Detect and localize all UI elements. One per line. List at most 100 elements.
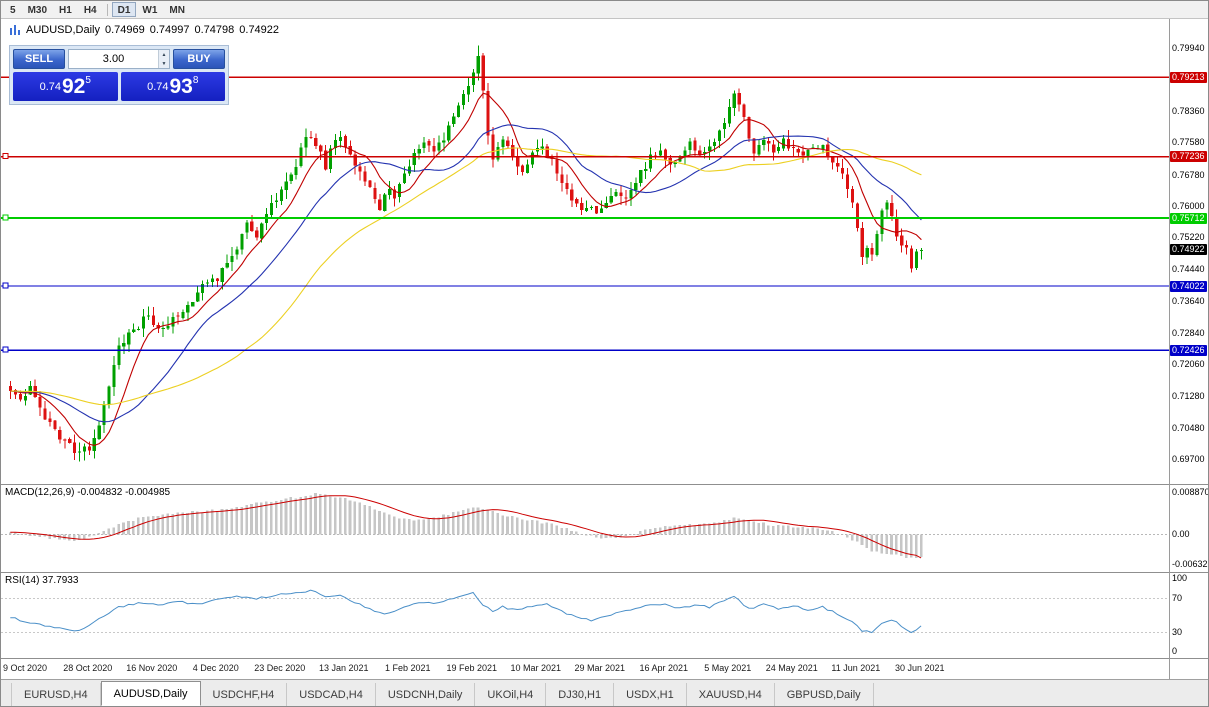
timeframe-button-m30[interactable]: M30 [27, 5, 48, 16]
date-label: 24 May 2021 [765, 663, 818, 673]
timeframe-button-mn[interactable]: MN [169, 5, 185, 16]
sell-price-display[interactable]: 0.74 92 5 [13, 72, 118, 101]
chart-tab-xauusd-h4[interactable]: XAUUSD,H4 [687, 683, 775, 706]
candles [9, 45, 923, 462]
price-chart-panel: AUDUSD,Daily 0.74969 0.74997 0.74798 0.7… [1, 19, 1208, 485]
price-tick: 0.79940 [1172, 42, 1205, 53]
macd-plot[interactable] [1, 485, 1169, 572]
chart-tab-usdchf-h4[interactable]: USDCHF,H4 [201, 683, 288, 706]
timeframe-button-w1[interactable]: W1 [142, 5, 158, 16]
ohlc-low: 0.74798 [194, 24, 235, 36]
chart-tab-gbpusd-daily[interactable]: GBPUSD,Daily [775, 683, 874, 706]
macd-histogram [9, 493, 923, 559]
price-level-chip: 0.72426 [1170, 344, 1207, 356]
date-label: 16 Apr 2021 [639, 663, 689, 673]
moving-averages [10, 92, 922, 446]
date-label: 13 Jan 2021 [319, 663, 369, 673]
chart-tab-audusd-daily[interactable]: AUDUSD,Daily [100, 681, 201, 706]
date-label: 16 Nov 2020 [126, 663, 178, 673]
date-label: 9 Oct 2020 [3, 663, 48, 673]
date-label: 23 Dec 2020 [254, 663, 306, 673]
buy-price-display[interactable]: 0.74 93 8 [120, 72, 225, 101]
price-tick: 0.78360 [1172, 106, 1205, 116]
macd-panel: MACD(12,26,9) -0.004832 -0.004985 0.0088… [1, 485, 1208, 573]
price-tick: 0.72840 [1172, 328, 1205, 339]
sell-price-pips: 92 [62, 75, 86, 98]
timeframe-button-h1[interactable]: H1 [59, 5, 72, 16]
price-tick: 0.69700 [1172, 454, 1205, 465]
chart-tab-eurusd-h4[interactable]: EURUSD,H4 [11, 683, 101, 706]
chart-tab-dj30-h1[interactable]: DJ30,H1 [546, 683, 615, 706]
lot-size-input[interactable] [69, 50, 158, 68]
chart-tab-bar: EURUSD,H4 AUDUSD,Daily USDCHF,H4 USDCAD,H4 U… [1, 679, 1208, 706]
ohlc-open: 0.74969 [104, 24, 145, 36]
rsi-tick: 0 [1172, 646, 1178, 656]
timeframe-button-5[interactable]: 5 [10, 5, 16, 16]
rsi-level-lines [1, 598, 1169, 633]
date-label: 4 Dec 2020 [192, 663, 239, 673]
rsi-tick: 30 [1172, 627, 1183, 637]
chart-ohlc-header: AUDUSD,Daily 0.74969 0.74997 0.74798 0.7… [9, 24, 279, 36]
price-level-chip: 0.74022 [1170, 280, 1207, 292]
price-tick: 0.76000 [1172, 200, 1205, 211]
current-price-chip: 0.74922 [1170, 244, 1207, 256]
toolbar-separator [106, 3, 108, 16]
price-tick: 0.75220 [1172, 232, 1205, 243]
sell-price-base: 0.74 [39, 80, 61, 93]
price-tick: 0.74440 [1172, 263, 1205, 274]
rsi-line [10, 589, 922, 634]
chart-tab-usdcnh-daily[interactable]: USDCNH,Daily [376, 683, 476, 706]
buy-price-base: 0.74 [147, 80, 169, 93]
date-label: 28 Oct 2020 [63, 663, 113, 673]
date-label: 5 May 2021 [704, 663, 752, 673]
chart-tab-usdcad-h4[interactable]: USDCAD,H4 [287, 683, 376, 706]
date-label: 11 Jun 2021 [831, 663, 881, 673]
price-tick: 0.76780 [1172, 169, 1205, 180]
timeframe-button-d1[interactable]: D1 [111, 2, 137, 17]
ohlc-close: 0.74922 [239, 24, 280, 36]
price-tick: 0.77580 [1172, 137, 1205, 148]
chart-tab-usdx-h1[interactable]: USDX,H1 [614, 683, 687, 706]
rsi-label: RSI(14) 37.7933 [5, 575, 79, 586]
rsi-plot[interactable] [1, 573, 1169, 658]
price-level-chip: 0.79213 [1170, 71, 1207, 83]
sell-price-pipette: 5 [85, 75, 91, 86]
lot-increment-button[interactable]: ▲ [159, 50, 169, 59]
chart-icon [10, 25, 20, 35]
price-tick: 0.71280 [1172, 390, 1205, 401]
rsi-panel: RSI(14) 37.7933 100 70 30 0 [1, 573, 1208, 659]
buy-price-pipette: 8 [192, 75, 199, 86]
chart-tab-ukoil-h4[interactable]: UKOil,H4 [475, 683, 547, 706]
lot-spinners: ▲ ▼ [158, 50, 169, 68]
lot-decrement-button[interactable]: ▼ [159, 59, 169, 68]
macd-label: MACD(12,26,9) -0.004832 -0.004985 [5, 487, 171, 498]
macd-signal-line [10, 495, 922, 559]
buy-button[interactable]: BUY [173, 49, 225, 69]
chart-area: AUDUSD,Daily 0.74969 0.74997 0.74798 0.7… [1, 19, 1208, 679]
timeframe-button-h4[interactable]: H4 [83, 5, 97, 16]
price-tick: 0.73640 [1172, 295, 1205, 306]
price-level-chip: 0.75712 [1170, 212, 1207, 224]
macd-tick: -0.00632 [1172, 558, 1208, 569]
time-axis: 9 Oct 2020 28 Oct 2020 16 Nov 2020 4 Dec 20… [1, 659, 1208, 679]
price-tick: 0.72060 [1172, 359, 1205, 370]
date-label: 30 Jun 2021 [895, 663, 945, 673]
timeframe-toolbar: 5 M30 H1 H4 D1 W1 MN [1, 1, 1208, 19]
rsi-tick: 70 [1172, 593, 1183, 603]
lot-size-field: ▲ ▼ [68, 49, 170, 69]
buy-price-pips: 93 [169, 75, 193, 98]
chart-title: AUDUSD,Daily [26, 24, 100, 36]
macd-tick: 0.008870 [1172, 487, 1209, 498]
ohlc-high: 0.74997 [149, 24, 190, 36]
macd-tick: 0.00 [1172, 529, 1190, 539]
level-lines [1, 76, 1169, 353]
sell-button[interactable]: SELL [13, 49, 65, 69]
date-label: 19 Feb 2021 [446, 663, 498, 673]
date-label: 29 Mar 2021 [574, 663, 626, 673]
date-label: 1 Feb 2021 [385, 663, 431, 673]
one-click-trade-panel: SELL ▲ ▼ BUY 0.74 92 5 [9, 45, 229, 105]
price-tick: 0.70480 [1172, 423, 1205, 433]
rsi-tick: 100 [1172, 573, 1188, 583]
price-level-chip: 0.77236 [1170, 151, 1207, 163]
